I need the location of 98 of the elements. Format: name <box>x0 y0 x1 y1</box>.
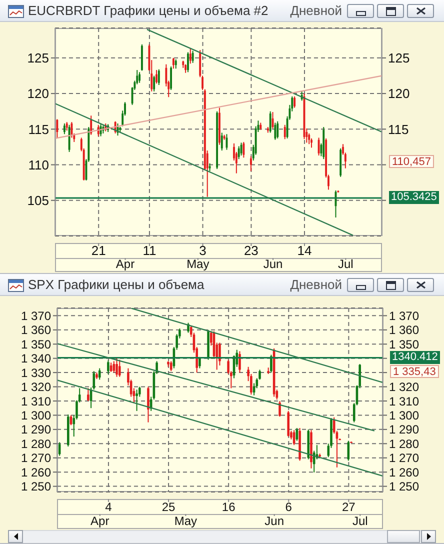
x-tick-label: 23 <box>244 243 258 258</box>
x2-tick-label: Apr <box>116 257 135 271</box>
y-tick-label: 1 370 <box>20 308 52 323</box>
chart-subtitle: Дневной <box>290 3 342 19</box>
text: 1 335,43 <box>390 365 439 378</box>
y2-tick-label: 1 260 <box>389 465 420 480</box>
x2-tick-label: Jul <box>352 514 368 528</box>
candlestick <box>158 68 160 86</box>
x2-tick-label: Jun <box>264 514 284 528</box>
candlestick <box>250 156 252 172</box>
y-tick-label: 1 280 <box>20 436 52 451</box>
y2-tick-label: 1 280 <box>389 436 420 451</box>
y-tick-label: 1 330 <box>20 366 52 380</box>
candlestick <box>118 359 121 378</box>
candlestick <box>170 66 172 90</box>
y2-tick-label: 1 370 <box>389 308 420 323</box>
candlestick <box>242 141 245 158</box>
chart-title: SPX Графики цены и объема <box>28 277 204 293</box>
candlestick <box>218 342 221 366</box>
y-tick-label: 125 <box>27 50 49 66</box>
x2-tick-label: May <box>186 257 210 271</box>
candlestick <box>174 58 177 70</box>
y2-tick-label: 1 290 <box>389 422 420 437</box>
y-tick-label: 1 260 <box>20 465 52 480</box>
x-tick-label: 16 <box>222 500 236 514</box>
ref-line-label: 1340.412 <box>390 351 440 364</box>
x2-tick-label: Apr <box>90 514 110 528</box>
candlestick <box>68 124 70 152</box>
candlestick <box>116 358 118 378</box>
candlestick <box>153 75 156 92</box>
y-tick-label: 1 320 <box>20 380 52 394</box>
y-tick-label: 1 340 <box>20 352 52 366</box>
candlestick <box>189 48 192 64</box>
y-tick-label: 1 300 <box>20 408 52 422</box>
y2-tick-label: 1 360 <box>389 323 420 338</box>
candlestick <box>308 132 310 145</box>
ref-line-label: 105.3425 <box>389 191 439 204</box>
y-tick-label: 115 <box>28 122 49 137</box>
y-tick-label: 1 350 <box>20 337 52 352</box>
candlestick <box>90 115 92 136</box>
candlestick <box>192 50 194 64</box>
candlestick <box>269 110 272 134</box>
text: 110,457 <box>389 155 434 168</box>
x2-tick-label: Jun <box>263 257 283 271</box>
y-tick-label: 1 270 <box>20 451 52 466</box>
y2-tick-label: 120 <box>388 86 410 102</box>
x2-tick-label: Jul <box>338 257 354 271</box>
candlestick <box>56 118 58 139</box>
candlestick <box>112 360 116 374</box>
candlestick <box>274 122 276 140</box>
y-tick-label: 1 250 <box>20 480 52 494</box>
x-tick-label: 27 <box>342 500 356 514</box>
y-tick-label: 105 <box>27 193 49 208</box>
candlestick <box>70 122 73 138</box>
candlestick <box>310 138 312 148</box>
candlestick <box>220 132 223 152</box>
y2-tick-label: 1 300 <box>389 408 420 422</box>
y2-tick-label: 125 <box>388 50 410 66</box>
chart-subtitle: Дневной <box>290 277 342 293</box>
candlestick <box>270 354 272 374</box>
y-tick-label: 120 <box>27 86 49 102</box>
candlestick <box>278 400 281 418</box>
candlestick <box>172 57 174 70</box>
x-tick-label: 4 <box>105 500 112 514</box>
x-tick-label: 25 <box>162 500 176 514</box>
chart-title: EUCRBRDT Графики цены и объема #2 <box>28 3 268 19</box>
y2-tick-label: 1 250 <box>389 480 420 494</box>
y-tick-label: 1 310 <box>20 394 52 408</box>
x-tick-label: 21 <box>91 243 106 258</box>
y2-tick-label: 1 310 <box>389 394 420 408</box>
candlestick <box>287 410 290 438</box>
candlestick <box>238 350 241 374</box>
candlestick <box>98 368 101 380</box>
candlestick <box>138 72 141 84</box>
candlestick <box>347 440 350 462</box>
y2-tick-label: 1 350 <box>389 337 420 352</box>
y2-tick-label: 1 270 <box>389 451 420 466</box>
x-tick-label: 3 <box>199 243 206 258</box>
candlestick <box>156 70 158 84</box>
x-tick-label: 6 <box>285 500 292 514</box>
x-tick-label: 11 <box>142 243 156 258</box>
y2-tick-label: 115 <box>388 122 409 137</box>
candlestick <box>276 120 279 139</box>
y-tick-label: 1 290 <box>20 422 52 437</box>
candlestick <box>284 124 286 140</box>
x2-tick-label: May <box>174 514 198 528</box>
candlestick <box>147 386 150 423</box>
candlestick <box>107 360 110 374</box>
candlestick <box>136 389 138 412</box>
x-tick-label: 14 <box>297 243 312 258</box>
candlestick <box>187 52 189 73</box>
y2-tick-label: 1 320 <box>389 380 420 394</box>
y-tick-label: 110 <box>28 157 49 172</box>
candlestick <box>238 146 240 160</box>
y-tick-label: 1 360 <box>20 323 52 338</box>
candlestick <box>294 96 296 108</box>
candlestick <box>63 122 66 135</box>
candlestick <box>87 388 90 402</box>
